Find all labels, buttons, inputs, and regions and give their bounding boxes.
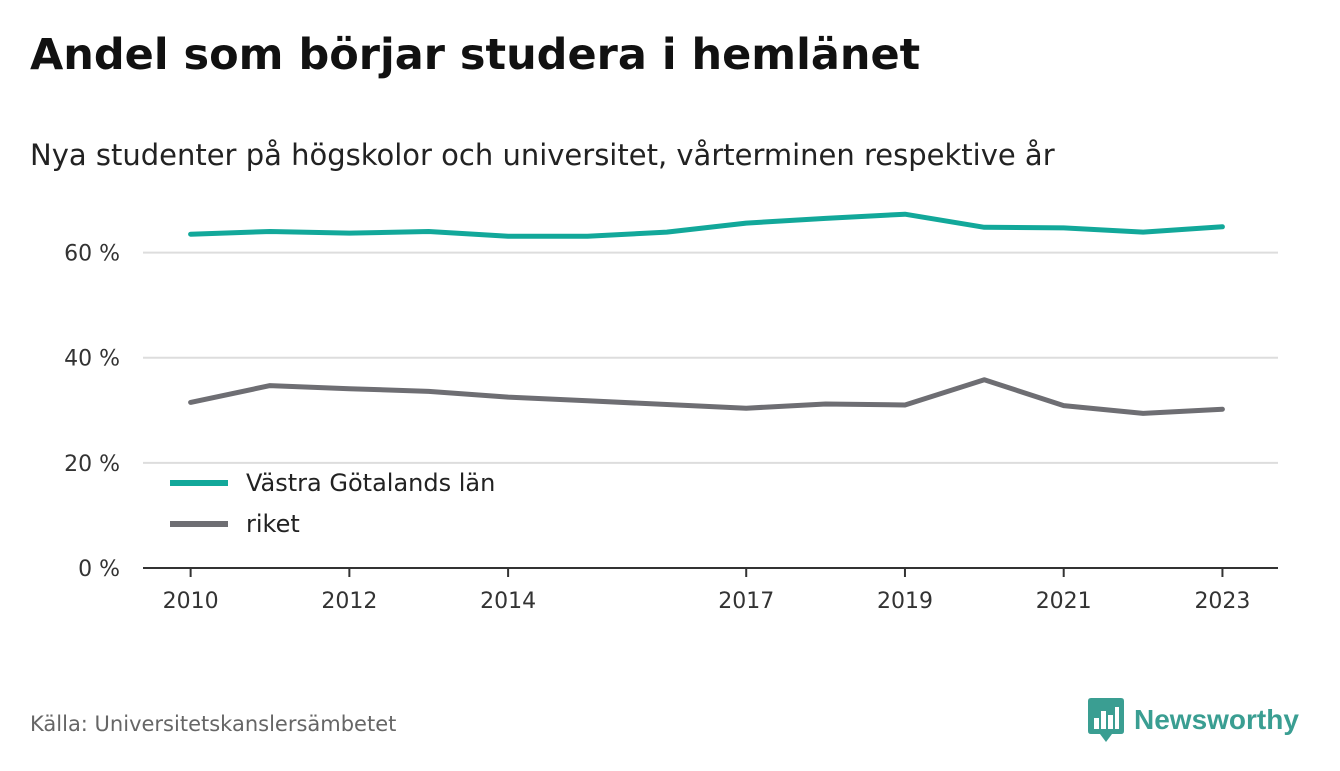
x-tick-label: 2012 (321, 589, 377, 614)
bar-chart-speech-bubble-icon (1088, 698, 1124, 742)
chart-title: Andel som börjar studera i hemlänet (30, 30, 921, 80)
y-tick-label: 20 % (64, 452, 120, 477)
x-tick-label: 2014 (480, 589, 536, 614)
y-tick-label: 60 % (64, 242, 120, 267)
x-tick-label: 2010 (163, 589, 219, 614)
y-axis: 0 % 20 % 40 % 60 % (64, 242, 120, 582)
x-axis: 2010 2012 2014 2017 2019 2021 2023 (143, 567, 1278, 614)
legend-label: riket (246, 510, 300, 538)
x-tick-label: 2019 (877, 589, 933, 614)
y-tick-label: 0 % (78, 557, 120, 582)
source-note: Källa: Universitetskanslersämbetet (30, 712, 397, 736)
legend: Västra Götalands län riket (170, 469, 495, 538)
y-tick-label: 40 % (64, 347, 120, 372)
grid-lines (143, 251, 1278, 464)
x-tick-label: 2023 (1194, 589, 1250, 614)
chart-subtitle: Nya studenter på högskolor och universit… (30, 138, 1055, 172)
legend-label: Västra Götalands län (246, 469, 495, 497)
x-tick-label: 2017 (718, 589, 774, 614)
series-lines (188, 211, 1225, 416)
series-line-2 (188, 377, 1225, 416)
line-chart: 0 % 20 % 40 % 60 % 2010 2012 2014 2017 2019 2021… (64, 211, 1278, 614)
brand-name: Newsworthy (1134, 704, 1299, 735)
x-tick-label: 2021 (1036, 589, 1092, 614)
series-line-1 (188, 211, 1225, 239)
brand-logo: Newsworthy (1088, 698, 1299, 742)
